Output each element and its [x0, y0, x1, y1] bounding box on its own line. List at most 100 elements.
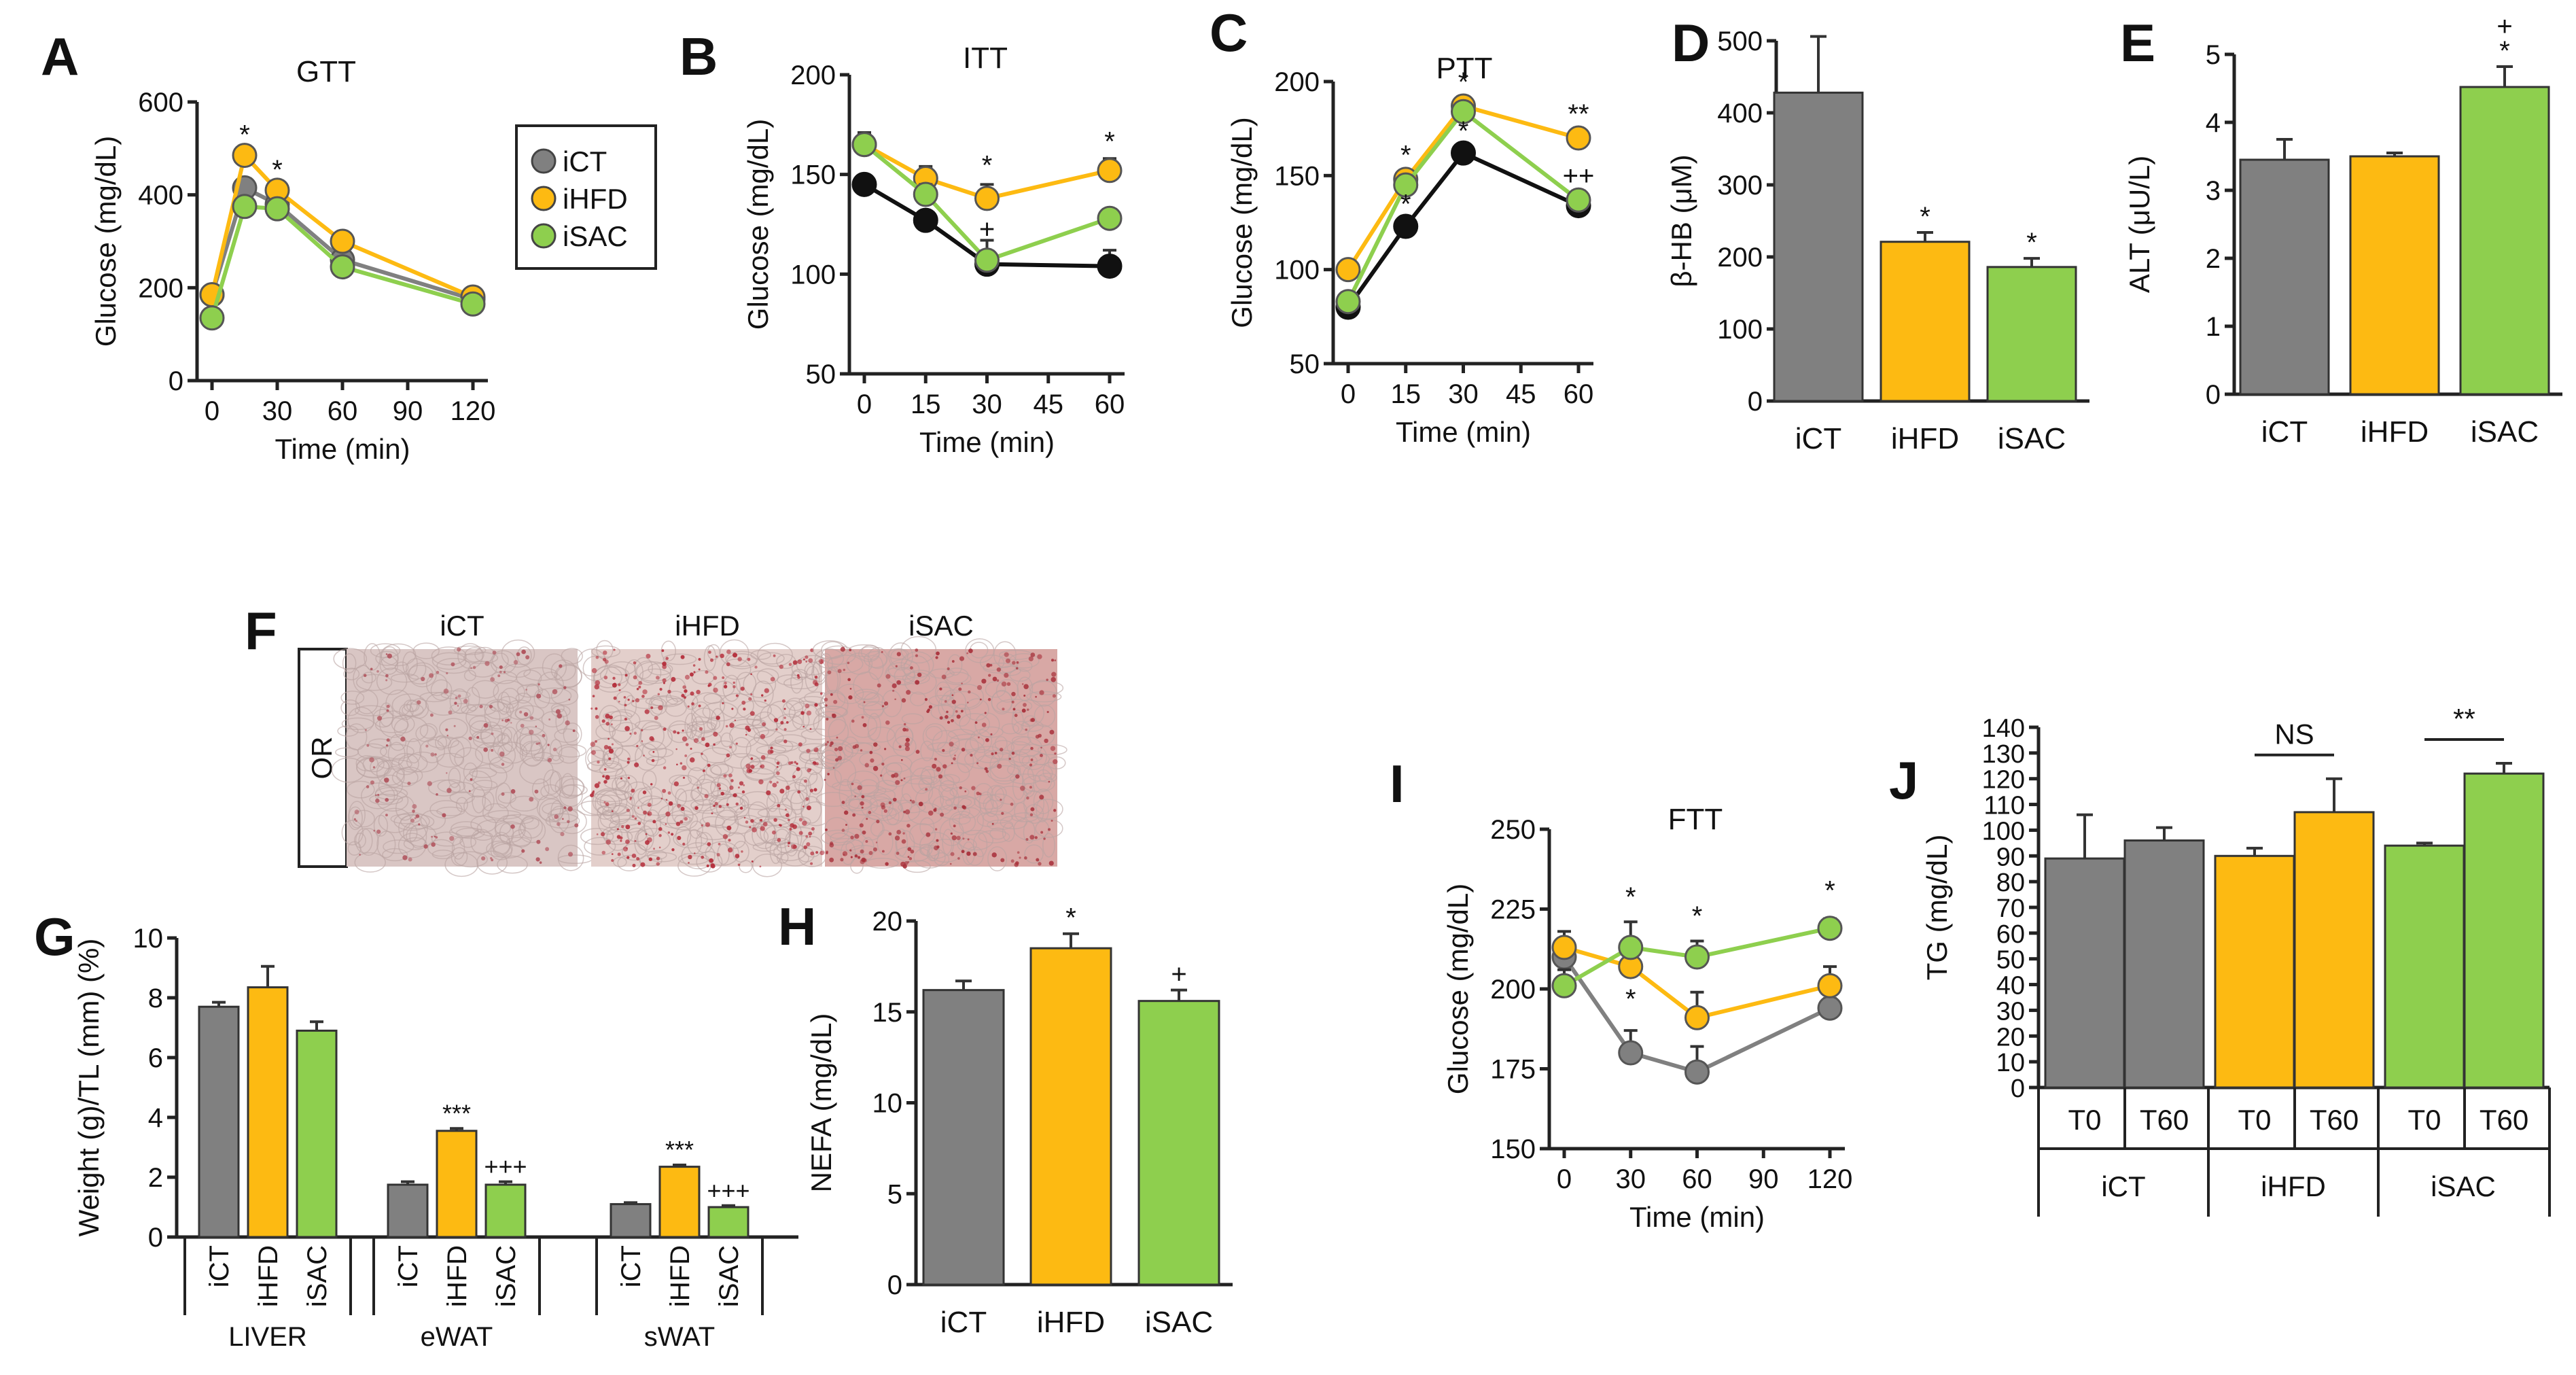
lipid-droplet	[868, 811, 872, 814]
cell-outline	[858, 701, 889, 711]
lipid-droplet	[925, 832, 931, 837]
lipid-droplet	[644, 709, 650, 714]
lipid-droplet	[904, 809, 911, 815]
x-tick-label: iSAC	[1145, 1306, 1213, 1339]
lipid-droplet	[603, 801, 606, 803]
cell-outline	[621, 843, 647, 861]
lipid-droplet	[870, 758, 875, 763]
lipid-droplet	[376, 829, 381, 834]
lipid-droplet	[680, 806, 685, 812]
lipid-droplet	[977, 736, 980, 739]
lipid-droplet	[701, 824, 703, 827]
lipid-droplet	[1023, 856, 1027, 860]
cell-outline	[805, 665, 820, 693]
lipid-droplet	[802, 805, 805, 807]
cell-outline	[901, 713, 924, 725]
lipid-droplet	[723, 684, 728, 689]
y-tick-label: 150	[1490, 1134, 1536, 1164]
lipid-droplet	[705, 670, 709, 674]
lipid-droplet	[936, 767, 941, 772]
cell-outline	[521, 742, 544, 767]
cell-outline	[376, 760, 405, 786]
x-tick-label: 90	[1748, 1164, 1779, 1194]
lipid-droplet	[449, 836, 455, 841]
lipid-droplet	[935, 656, 938, 659]
cell-outline	[584, 837, 616, 856]
lipid-droplet	[590, 707, 593, 710]
lipid-droplet	[1006, 682, 1011, 686]
x-tick-label: 45	[1034, 389, 1064, 419]
lipid-droplet	[1010, 859, 1014, 863]
lipid-droplet	[798, 742, 802, 747]
lipid-droplet	[565, 720, 570, 726]
lipid-droplet	[713, 676, 718, 680]
cell-outline	[612, 776, 630, 796]
cell-outline	[830, 832, 850, 843]
lipid-droplet	[941, 674, 947, 680]
lipid-droplet	[605, 802, 610, 807]
lipid-droplet	[689, 757, 695, 763]
cell-outline	[486, 840, 513, 858]
cell-outline	[506, 699, 534, 720]
lipid-droplet	[414, 817, 417, 820]
significance-mark: +	[2496, 12, 2512, 41]
lipid-droplet	[928, 705, 932, 709]
lipid-droplet	[684, 696, 686, 699]
lipid-droplet	[711, 812, 713, 815]
lipid-droplet	[705, 822, 710, 827]
lipid-droplet	[451, 662, 455, 667]
significance-mark: ***	[665, 1136, 694, 1164]
lipid-droplet	[1000, 858, 1005, 863]
cell-outline	[881, 690, 902, 718]
y-tick-label: 0	[169, 366, 183, 396]
cell-outline	[342, 653, 357, 674]
lipid-droplet	[754, 665, 758, 669]
y-tick-label: 150	[1274, 161, 1320, 191]
cell-outline	[1024, 844, 1044, 864]
lipid-droplet	[991, 852, 997, 858]
lipid-droplet	[883, 809, 887, 813]
cell-outline	[942, 829, 955, 856]
cell-outline	[610, 804, 631, 824]
lipid-droplet	[602, 775, 605, 778]
lipid-droplet	[510, 824, 515, 829]
lipid-droplet	[750, 765, 755, 769]
cell-outline	[408, 662, 437, 688]
cell-outline	[850, 858, 864, 874]
cell-outline	[677, 852, 709, 865]
lipid-droplet	[743, 816, 746, 819]
lipid-droplet	[701, 855, 705, 859]
lipid-droplet	[760, 733, 766, 739]
series-line	[1346, 109, 1580, 303]
cell-outline	[686, 752, 709, 771]
lipid-droplet	[1026, 708, 1029, 711]
lipid-droplet	[826, 741, 829, 744]
significance-mark: *	[2026, 228, 2037, 258]
cell-outline	[976, 812, 999, 827]
lipid-droplet	[661, 649, 665, 652]
lipid-droplet	[611, 858, 614, 863]
cell-outline	[502, 814, 534, 824]
lipid-droplet	[572, 729, 576, 733]
lipid-droplet	[777, 803, 781, 807]
lipid-droplet	[815, 851, 819, 854]
cell-outline	[894, 726, 914, 746]
lipid-droplet	[386, 704, 390, 708]
cell-outline	[643, 809, 662, 837]
lipid-droplet	[1014, 863, 1019, 867]
lipid-droplet	[353, 818, 356, 820]
chart-title: ITT	[963, 41, 1008, 75]
lipid-droplet	[770, 746, 773, 750]
lipid-droplet	[595, 680, 601, 686]
cell-outline	[431, 831, 463, 847]
x-axis-label: Time (min)	[919, 426, 1055, 458]
y-tick-label: 5	[887, 1179, 902, 1209]
cell-outline	[543, 769, 561, 795]
cell-outline	[369, 793, 404, 805]
lipid-droplet	[957, 857, 960, 860]
lipid-droplet	[534, 789, 539, 794]
x-axis-label: Time (min)	[275, 433, 410, 465]
bar-group-isac	[1986, 257, 2077, 402]
lipid-droplet	[613, 696, 617, 700]
lipid-droplet	[633, 675, 637, 680]
